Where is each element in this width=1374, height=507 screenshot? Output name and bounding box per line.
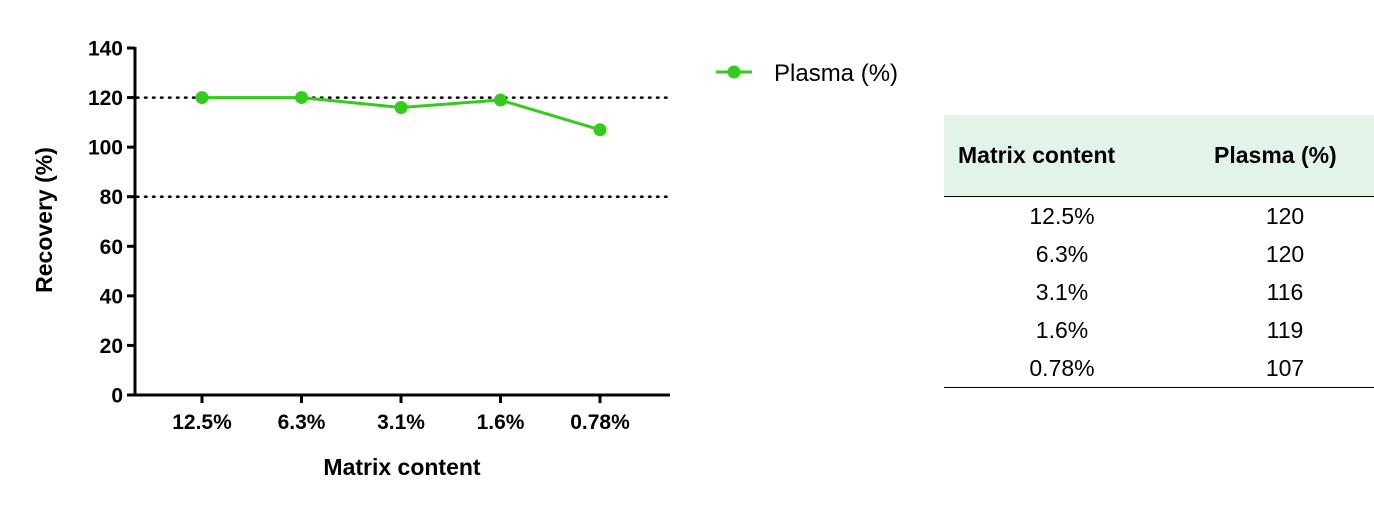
x-tick-label: 0.78% <box>570 411 630 434</box>
table-cell-matrix-content: 0.78% <box>944 349 1196 388</box>
y-tick-label: 60 <box>100 236 123 259</box>
table-header-matrix-content: Matrix content <box>944 115 1196 197</box>
table-row: 6.3% 120 <box>944 235 1374 273</box>
table-row: 0.78% 107 <box>944 349 1374 388</box>
legend-label: Plasma (%) <box>774 60 898 87</box>
table-cell-plasma: 120 <box>1265 202 1305 229</box>
y-tick-label: 20 <box>100 335 123 358</box>
x-axis-title: Matrix content <box>323 454 481 480</box>
x-tick-label: 12.5% <box>172 411 232 434</box>
recovery-line-chart: 0 20 40 60 80 100 120 140 12.5% 6.3% 3.1% 1.6% 0.78… <box>31 38 898 481</box>
y-tick-label: 0 <box>111 385 123 408</box>
legend-dot-marker <box>727 65 741 79</box>
y-tick-label: 40 <box>100 285 123 308</box>
table-row: 3.1% 116 <box>944 273 1374 311</box>
data-point <box>394 100 408 114</box>
y-axis-ticks: 0 20 40 60 80 100 120 140 <box>88 38 135 408</box>
x-tick-label: 6.3% <box>278 411 326 434</box>
y-tick-label: 140 <box>88 38 123 61</box>
x-tick-label: 3.1% <box>377 411 425 434</box>
data-point <box>593 123 607 137</box>
table-cell-plasma: 107 <box>1196 349 1374 388</box>
x-axis-ticks: 12.5% 6.3% 3.1% 1.6% 0.78% <box>172 395 630 434</box>
x-tick-label: 1.6% <box>477 411 525 434</box>
y-axis-title: Recovery (%) <box>31 147 57 293</box>
table-header-row: Matrix content Plasma (%) <box>944 115 1374 197</box>
table-row: 12.5% 120 <box>944 197 1374 236</box>
table-header-plasma: Plasma (%) <box>1196 115 1374 197</box>
data-table: Matrix content Plasma (%) 12.5% 120 6.3%… <box>944 115 1374 388</box>
series-layer <box>195 91 607 137</box>
table-cell-plasma: 116 <box>1266 278 1304 305</box>
y-tick-label: 80 <box>100 186 123 209</box>
table-cell-plasma: 120 <box>1265 240 1305 267</box>
data-point <box>295 91 308 105</box>
y-tick-label: 100 <box>88 137 123 160</box>
y-tick-label: 120 <box>88 87 123 110</box>
table-cell-matrix-content: 3.1% <box>1035 278 1089 305</box>
table-row: 1.6% 119 <box>944 311 1374 349</box>
table-cell-matrix-content: 12.5% <box>1029 202 1095 229</box>
table-cell-matrix-content: 6.3% <box>1035 240 1089 267</box>
table-cell-matrix-content: 1.6% <box>1035 316 1089 343</box>
legend: Plasma (%) <box>716 60 898 87</box>
data-point <box>494 93 507 107</box>
table-cell-plasma: 119 <box>1266 316 1304 343</box>
data-point <box>195 91 209 105</box>
